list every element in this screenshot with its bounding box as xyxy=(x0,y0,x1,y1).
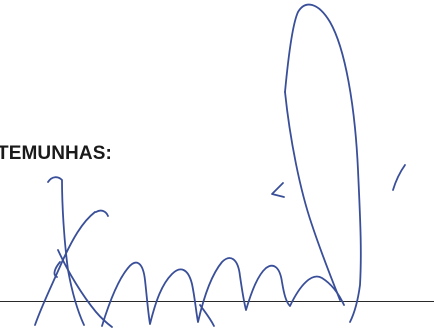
signature-stroke-tick-right xyxy=(392,164,406,191)
signature-stroke-hook-left xyxy=(47,176,85,326)
signature-stroke-top-hook xyxy=(95,209,109,217)
signature-stroke-cross xyxy=(57,249,113,328)
signature-stroke-left-diagonal xyxy=(34,211,96,326)
witnesses-heading: TEMUNHAS: xyxy=(0,143,112,164)
signature-stroke-loop xyxy=(284,3,362,323)
signature-stroke-mark-center xyxy=(271,182,285,198)
signature-stroke-loop-inner xyxy=(284,91,341,301)
signature-stroke-cursive xyxy=(101,257,345,327)
signature-stroke-curl xyxy=(53,261,61,278)
signature-stroke-tail xyxy=(199,304,215,327)
signature-line xyxy=(0,301,434,302)
